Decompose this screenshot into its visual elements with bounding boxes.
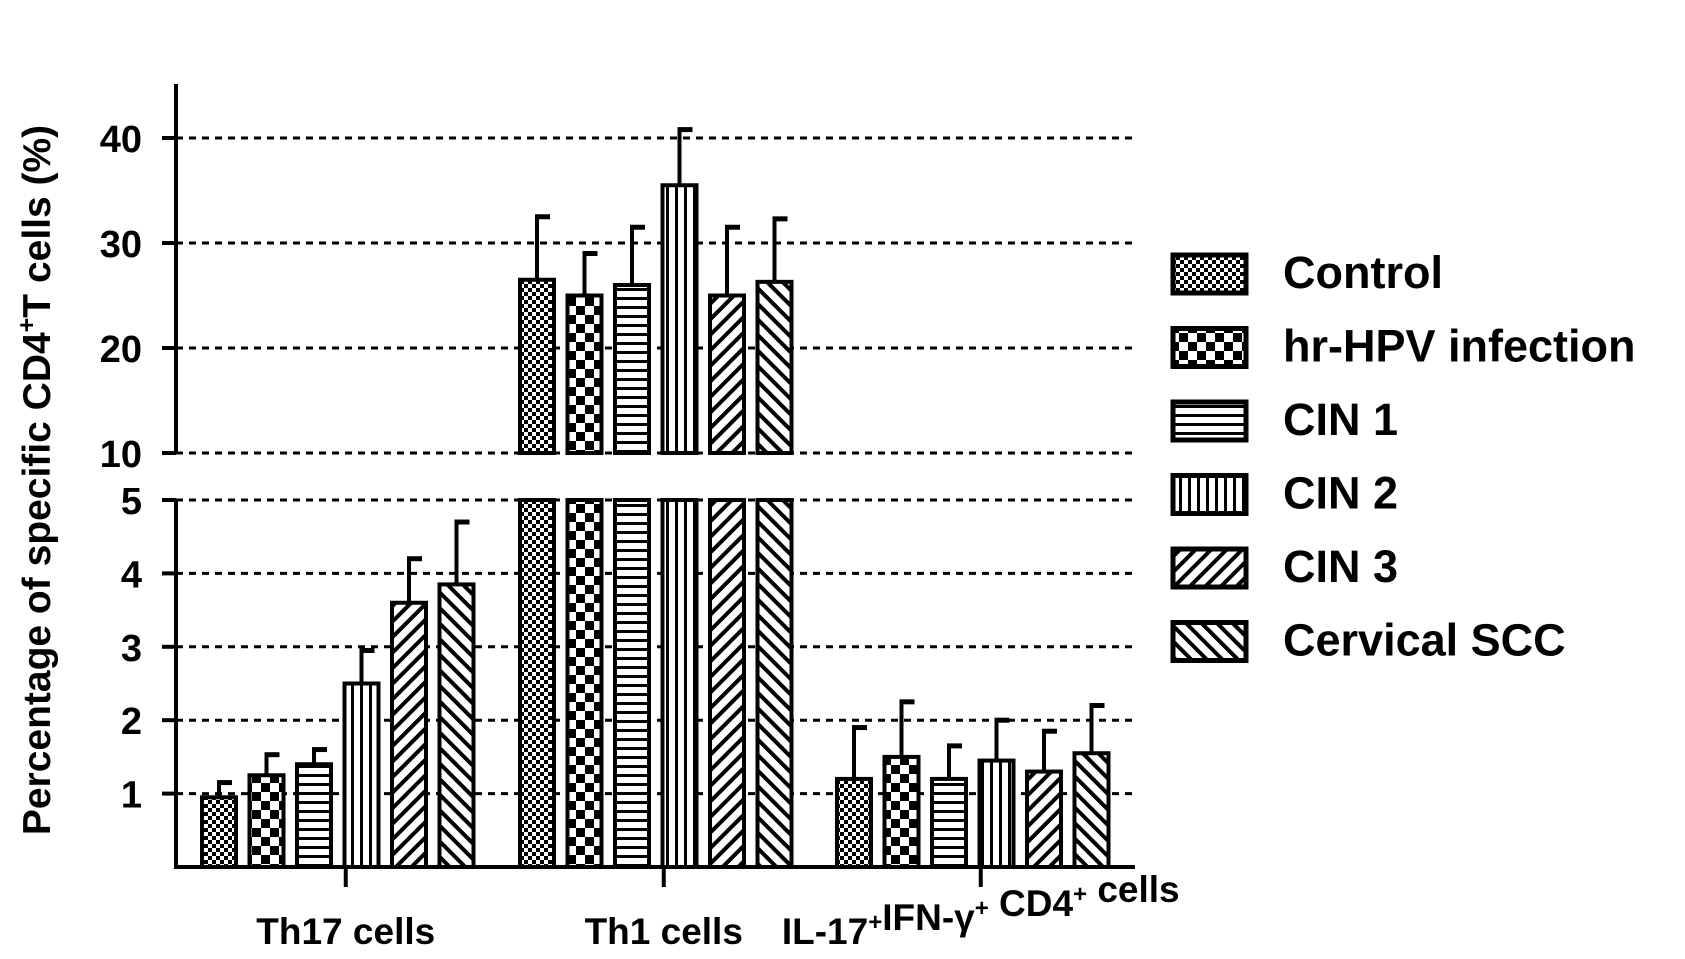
legend-label: CIN 1 [1283, 394, 1398, 445]
legend: Control hr-HPV infection CIN 1 CIN 2 CIN 3 Ce… [1170, 247, 1636, 666]
y-tick-label: 40 [100, 119, 142, 161]
bar-lower-segment [708, 498, 746, 869]
bar [613, 283, 651, 455]
y-tick-label: 1 [121, 775, 142, 817]
bar [930, 776, 968, 869]
legend-swatch [1170, 546, 1249, 590]
bar-lower-segment [660, 498, 699, 869]
bar [1072, 751, 1111, 869]
y-tick-label: 20 [100, 329, 142, 371]
axes [162, 84, 1135, 887]
bar [518, 277, 556, 455]
y-tick-label: 2 [121, 701, 142, 743]
category-label: Th1 cells [585, 911, 743, 952]
bar [565, 293, 604, 455]
legend-swatch [1170, 399, 1249, 443]
bar [295, 762, 333, 869]
category-label: Th17 cells [256, 911, 435, 952]
legend-label: Control [1283, 247, 1443, 298]
bar [342, 681, 381, 869]
tick-labels: 1 2 3 4 5 10 20 30 40 [100, 119, 142, 817]
legend-label: hr-HPV infection [1283, 321, 1636, 372]
bars [200, 127, 1111, 870]
category-label: IL-17+IFN-γ+ CD4+ cells [782, 869, 1180, 952]
y-axis-label: Percentage of specific CD4+T cells (%) [13, 125, 59, 835]
bar [390, 600, 428, 869]
bar [882, 754, 921, 870]
legend-label: CIN 3 [1283, 541, 1398, 592]
legend-swatch [1170, 473, 1249, 516]
bar [708, 293, 746, 455]
bar [437, 582, 476, 869]
legend-swatch [1170, 252, 1249, 296]
bar [835, 776, 873, 869]
bar [755, 279, 794, 455]
legend-label: CIN 2 [1283, 468, 1398, 519]
bar-lower-segment [565, 498, 604, 869]
bar [977, 758, 1016, 870]
bar [247, 773, 286, 869]
y-tick-label: 30 [100, 224, 142, 266]
legend-swatch [1170, 326, 1249, 369]
bar [1025, 769, 1063, 870]
y-tick-label: 5 [121, 481, 142, 523]
bar [200, 795, 238, 870]
category-labels: Th17 cells Th1 cells IL-17+IFN-γ+ CD4+ cel… [256, 869, 1179, 952]
bar-lower-segment [755, 498, 794, 869]
legend-label: Cervical SCC [1283, 615, 1566, 666]
gridlines [176, 136, 1135, 796]
legend-swatch [1170, 620, 1249, 663]
bar-lower-segment [518, 498, 556, 869]
bar [660, 183, 699, 455]
y-tick-label: 3 [121, 628, 142, 670]
bar-lower-segment [613, 498, 651, 869]
y-tick-label: 4 [121, 554, 142, 596]
y-tick-label: 10 [100, 434, 142, 476]
